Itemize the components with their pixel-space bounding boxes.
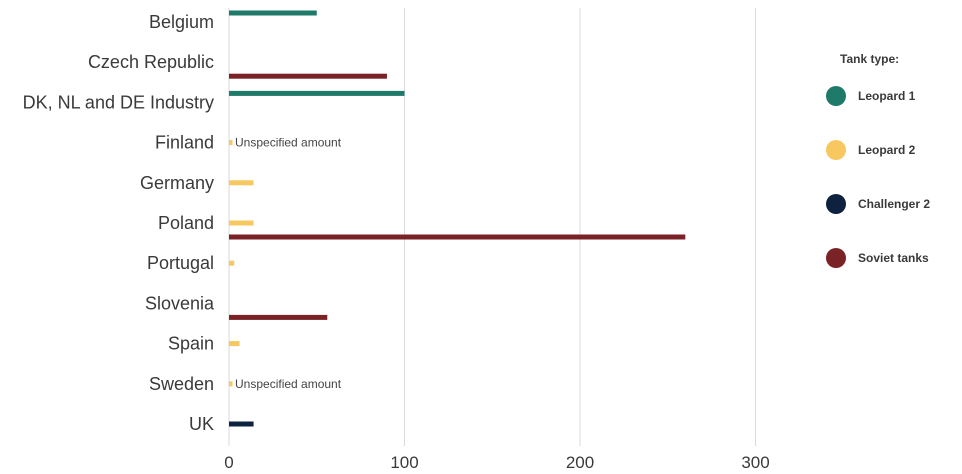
bar-leopard-2-finland <box>229 140 233 146</box>
x-tick-label: 100 <box>390 453 418 472</box>
category-label: Germany <box>140 173 214 193</box>
bar-leopard-2-poland <box>229 220 254 226</box>
bar-leopard-1-belgium <box>229 10 317 16</box>
legend-label: Challenger 2 <box>858 197 931 211</box>
legend-swatch <box>826 140 846 160</box>
bar-leopard-1-dk-nl-and-de-industry <box>229 90 405 96</box>
category-label: Poland <box>158 213 214 233</box>
bar-soviet-tanks-poland <box>229 234 686 240</box>
legend-label: Leopard 1 <box>858 89 916 103</box>
legend-item: Leopard 1 <box>826 85 956 107</box>
legend-swatch <box>826 248 846 268</box>
bar-leopard-2-portugal <box>229 260 235 266</box>
bar-leopard-2-sweden <box>229 381 233 387</box>
legend-item: Challenger 2 <box>826 193 956 215</box>
category-label: Czech Republic <box>88 52 214 72</box>
bars <box>229 10 686 427</box>
annotation-unspecified: Unspecified amount <box>235 377 342 391</box>
legend-swatch <box>826 194 846 214</box>
category-label: Sweden <box>149 374 214 394</box>
category-labels: Belgium Czech Republic DK, NL and DE Indus… <box>23 12 215 434</box>
legend-item: Soviet tanks <box>826 247 956 269</box>
legend-title: Tank type: <box>840 52 900 66</box>
legend-swatch <box>826 86 846 106</box>
x-tick-label: 200 <box>566 453 594 472</box>
category-label: Spain <box>168 334 214 354</box>
annotation-unspecified: Unspecified amount <box>235 136 342 150</box>
gridlines <box>228 8 756 446</box>
bar-leopard-2-germany <box>229 180 254 186</box>
category-label: Slovenia <box>145 293 215 313</box>
category-label: Finland <box>155 133 214 153</box>
bar-soviet-tanks-slovenia <box>229 314 328 320</box>
x-tick-label: 0 <box>224 453 233 472</box>
legend-item: Leopard 2 <box>826 139 956 161</box>
bar-leopard-2-spain <box>229 341 240 347</box>
annotations: Unspecified amount Unspecified amount <box>235 136 342 391</box>
bar-soviet-tanks-czech-republic <box>229 73 387 79</box>
category-label: DK, NL and DE Industry <box>23 92 214 112</box>
category-label: Portugal <box>147 253 214 273</box>
legend-label: Soviet tanks <box>858 251 929 265</box>
category-label: Belgium <box>149 12 214 32</box>
legend-label: Leopard 2 <box>858 143 916 157</box>
x-tick-label: 300 <box>741 453 769 472</box>
legend: Tank type: Leopard 1 Leopard 2 Challenger … <box>826 52 956 301</box>
bar-challenger-2-uk <box>229 421 254 427</box>
x-tick-labels: 0 100 200 300 <box>224 453 769 472</box>
category-label: UK <box>189 414 214 434</box>
